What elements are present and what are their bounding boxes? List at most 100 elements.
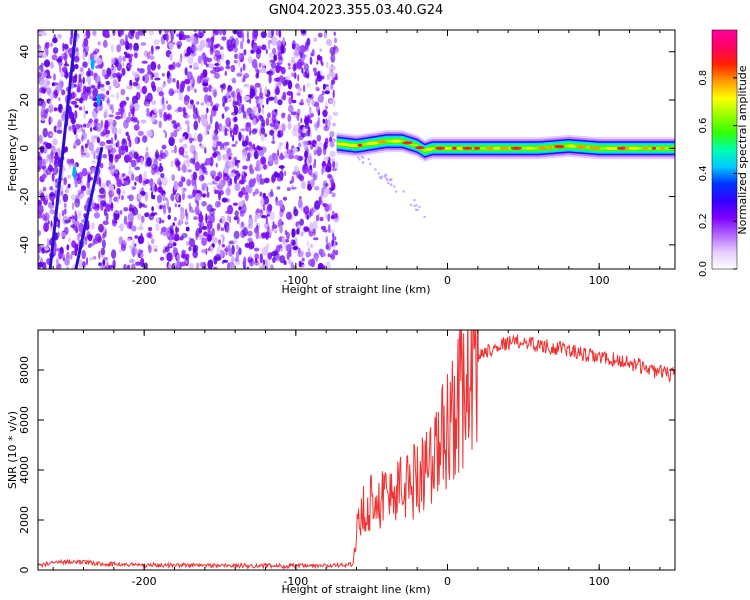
noise-blob [300,30,307,35]
noise-blob [130,102,134,110]
noise-blob [310,243,313,248]
noise-blob [279,255,286,264]
noise-blob [199,261,204,267]
noise-blob [108,160,114,167]
noise-blob [101,68,106,77]
noise-blob [172,222,175,227]
noise-blob [119,210,123,215]
noise-blob [178,92,184,101]
noise-blob [313,37,318,42]
noise-blob [278,30,282,38]
noise-blob [235,257,239,262]
noise-blob [252,143,256,149]
noise-blob [267,30,272,39]
signal-peak [651,146,657,150]
faint-scatter [378,176,382,179]
noise-blob [52,47,59,54]
noise-blob [310,52,313,57]
noise-blob [92,30,97,38]
noise-blob [169,225,174,234]
noise-blob [238,206,243,211]
noise-blob [75,133,79,140]
noise-blob [178,30,185,39]
noise-blob [321,187,325,196]
noise-blob [243,256,247,266]
noise-blob [99,187,105,195]
noise-blob [240,229,246,239]
noise-blob [330,71,336,79]
noise-blob [265,48,268,55]
noise-blob [181,187,185,195]
noise-blob [269,211,275,221]
noise-blob [140,157,144,166]
noise-blob [254,227,258,234]
noise-blob [50,91,54,101]
signal-peak [605,146,615,150]
signal-peak [377,140,387,144]
noise-blob [271,140,276,144]
noise-blob [153,107,157,114]
noise-blob [280,44,285,55]
noise-blob [180,80,185,90]
noise-blob [45,75,52,79]
noise-blob [90,135,96,144]
noise-blob [159,256,165,261]
noise-blob [74,110,78,120]
noise-blob [284,75,291,81]
noise-blob [315,79,318,85]
noise-blob [106,96,110,106]
noise-blob [193,120,199,131]
noise-blob [198,115,201,124]
noise-blob [238,173,241,177]
noise-blob [38,229,42,237]
diagonal-streak [74,146,104,269]
noise-blob [128,164,131,172]
noise-blob [286,187,291,192]
noise-blob [306,240,310,247]
noise-blob [311,99,316,106]
noise-blob [149,178,154,188]
noise-blob [92,50,97,55]
noise-blob [243,49,247,53]
noise-blob [38,91,42,100]
noise-blob [327,213,331,222]
noise-blob [221,113,225,119]
noise-blob [247,186,253,194]
noise-blob [138,249,144,254]
noise-blob [177,106,183,113]
noise-blob [104,108,109,118]
noise-blob [301,54,307,58]
noise-blob [176,126,183,131]
colorbar-tick-label: 0.8 [698,70,709,86]
noise-blob [327,224,331,233]
noise-blob [108,264,115,269]
y-tick-label: 4000 [18,456,31,484]
noise-blob [315,143,318,151]
noise-blob [82,76,85,85]
noise-blob [229,172,236,178]
noise-blob [194,161,201,172]
noise-blob [38,151,41,160]
colorbar-tick-label: 0.0 [698,261,709,277]
noise-blob [267,70,274,77]
noise-blob [49,209,56,215]
noise-blob [274,229,278,234]
noise-blob [132,81,139,87]
noise-blob [299,206,304,211]
noise-blob [97,41,101,46]
noise-blob [329,150,336,158]
noise-blob [238,247,242,256]
noise-blob [117,197,120,205]
noise-blob [277,132,282,138]
noise-blob [313,237,319,241]
noise-blob [276,149,280,157]
noise-blob [41,159,47,167]
signal-peak [451,146,458,150]
noise-blob [52,37,58,44]
noise-blob [200,40,205,49]
noise-blob [220,227,225,232]
noise-blob [109,121,113,130]
noise-blob [81,134,84,142]
noise-blob [170,160,174,168]
noise-blob [238,108,242,115]
